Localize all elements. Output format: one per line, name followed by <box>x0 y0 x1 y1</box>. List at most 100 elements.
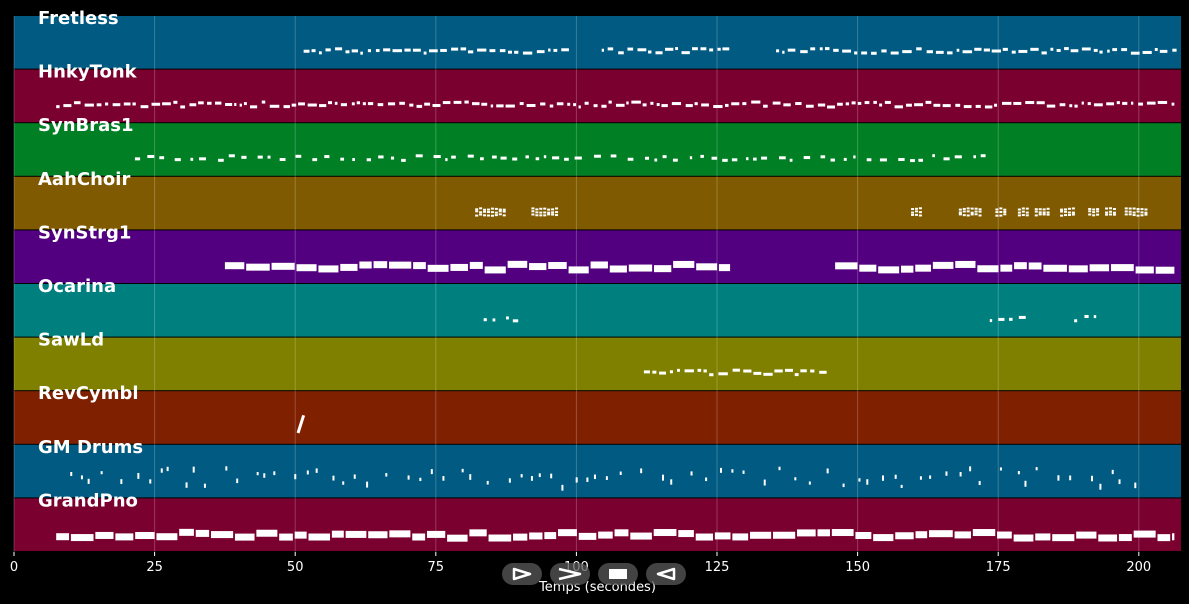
note <box>654 158 658 162</box>
note <box>426 530 446 538</box>
note <box>717 47 721 51</box>
note <box>490 214 494 217</box>
note <box>627 47 634 51</box>
note <box>1111 469 1114 475</box>
note <box>502 208 506 211</box>
track-label: SynBras1 <box>38 115 134 136</box>
note <box>945 471 948 476</box>
note <box>970 213 974 216</box>
note <box>662 474 665 481</box>
note <box>450 263 468 271</box>
note <box>911 211 915 214</box>
note <box>879 158 887 162</box>
note <box>955 260 976 268</box>
note <box>429 49 438 53</box>
note <box>615 103 625 107</box>
note <box>1003 210 1007 213</box>
note <box>502 210 506 213</box>
note <box>479 213 483 216</box>
note <box>401 158 406 162</box>
note <box>618 51 624 55</box>
note <box>479 211 483 214</box>
note <box>695 533 714 541</box>
note <box>1030 47 1039 51</box>
note <box>548 261 567 269</box>
note <box>353 474 356 479</box>
note <box>366 158 371 162</box>
note <box>1057 475 1060 481</box>
note <box>519 102 524 106</box>
note <box>978 208 982 211</box>
rewind-icon <box>656 567 676 581</box>
note <box>535 157 540 161</box>
note <box>980 154 986 158</box>
note <box>914 207 918 210</box>
note <box>279 158 286 162</box>
note <box>87 478 90 484</box>
note <box>1069 475 1072 481</box>
note <box>392 49 402 53</box>
stop-button[interactable] <box>598 563 638 585</box>
note <box>490 104 494 108</box>
note <box>605 476 608 480</box>
note <box>810 47 816 51</box>
note <box>442 476 445 481</box>
note <box>1140 211 1144 214</box>
note <box>342 481 345 485</box>
note <box>234 102 237 106</box>
note <box>378 155 384 159</box>
note <box>1025 101 1035 105</box>
note <box>958 211 962 214</box>
note <box>427 264 449 272</box>
note <box>601 48 605 52</box>
note <box>697 368 702 372</box>
note <box>367 49 372 53</box>
note <box>1140 208 1144 211</box>
note <box>63 104 72 108</box>
play-button[interactable] <box>502 563 542 585</box>
note <box>661 104 668 108</box>
note <box>464 100 469 104</box>
note <box>543 155 547 159</box>
note <box>843 157 847 161</box>
note <box>1132 211 1136 214</box>
note <box>279 533 293 541</box>
note <box>959 472 962 477</box>
note <box>199 157 206 161</box>
note <box>725 103 729 107</box>
note <box>246 263 270 271</box>
note <box>826 468 829 474</box>
track-label: RevCymbl <box>38 383 139 404</box>
forward-button[interactable] <box>550 563 590 585</box>
x-tick-label: 150 <box>845 560 870 575</box>
note <box>551 213 555 216</box>
note <box>742 102 747 106</box>
note <box>925 100 932 104</box>
note <box>732 533 749 541</box>
note <box>619 471 622 475</box>
note <box>895 532 914 540</box>
note <box>508 478 511 483</box>
note <box>522 51 533 55</box>
note <box>914 210 918 213</box>
note <box>609 265 627 273</box>
note <box>486 208 490 211</box>
note <box>1003 213 1007 216</box>
note <box>1013 534 1034 542</box>
note <box>340 263 358 271</box>
note <box>311 49 316 53</box>
note <box>873 100 877 104</box>
note <box>975 104 981 108</box>
note <box>325 48 331 52</box>
track-lane <box>14 444 1181 498</box>
note <box>544 532 557 540</box>
note <box>340 157 345 161</box>
note <box>451 47 459 51</box>
note <box>962 214 966 217</box>
rewind-button[interactable] <box>646 563 686 585</box>
track-label: HnkyTonk <box>38 62 138 83</box>
note <box>451 155 456 159</box>
note <box>1052 534 1075 542</box>
note <box>430 469 433 475</box>
